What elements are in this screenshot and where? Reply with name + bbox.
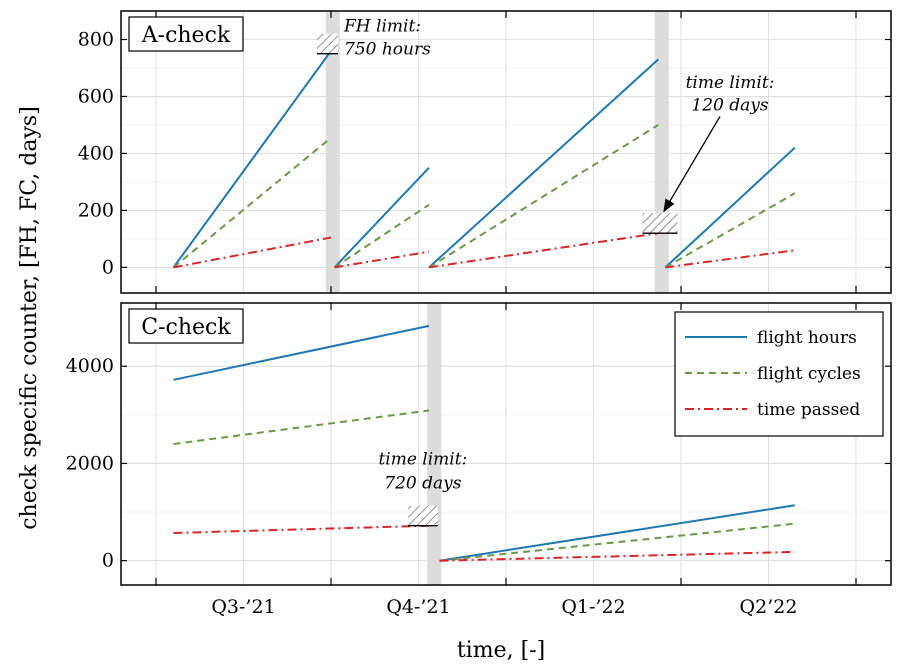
series-group	[173, 324, 795, 562]
x-tick-label: Q2’22	[740, 596, 798, 618]
x-tick-label: Q1-’22	[561, 596, 625, 618]
series-line-flight-hours	[664, 146, 796, 269]
y-tick-label: 0	[102, 550, 114, 572]
series-line-flight-cycles	[428, 124, 659, 269]
limit-hatch	[317, 33, 338, 54]
series-line-flight-cycles	[172, 137, 332, 269]
series-line-time-passed	[173, 524, 430, 534]
limit-hatch	[642, 213, 678, 234]
y-tick-label: 0	[102, 256, 114, 278]
series-group	[172, 50, 796, 269]
limit-annotation: 720 days	[384, 474, 461, 494]
panel-label-box	[128, 16, 244, 52]
y-axis-label: check specific counter, [FH, FC, days]	[17, 106, 42, 530]
y-tick-label: 800	[78, 28, 114, 50]
limit-annotation: time limit:	[686, 73, 775, 93]
series-line-time-passed	[173, 236, 332, 269]
series-line-flight-cycles	[173, 409, 430, 445]
legend-label: flight cycles	[757, 364, 861, 384]
y-tick-label: 200	[78, 199, 114, 221]
limit-hatch	[408, 505, 438, 526]
series-line-flight-hours	[173, 324, 430, 381]
series-line-time-passed	[439, 550, 795, 562]
series-line-time-passed	[334, 250, 430, 269]
limit-arrow	[663, 116, 721, 213]
a-check-panel: FH limit: 750 hours time limit: 120 days 0 20…	[78, 10, 892, 294]
limit-annotation: 120 days	[691, 96, 768, 116]
legend-label: flight hours	[757, 328, 857, 348]
series-line-flight-hours	[439, 504, 795, 562]
x-axis-label: time, [-]	[457, 638, 545, 663]
x-tick-label: Q3-’21	[211, 596, 275, 618]
series-line-flight-hours	[428, 58, 659, 269]
limit-annotation: time limit:	[378, 450, 467, 470]
maintenance-band	[654, 11, 669, 293]
panel-label: C-check	[141, 315, 231, 340]
series-line-flight-hours	[172, 50, 332, 268]
y-tick-label: 400	[78, 142, 114, 164]
limit-annotation: 750 hours	[344, 40, 431, 60]
maintenance-band	[325, 11, 340, 293]
panel-label: A-check	[141, 23, 231, 48]
legend-label: time passed	[757, 400, 860, 420]
series-line-flight-cycles	[439, 522, 795, 562]
limit-annotation: FH limit:	[343, 17, 421, 37]
y-tick-label: 600	[78, 85, 114, 107]
series-line-flight-cycles	[333, 203, 430, 269]
series-line-time-passed	[428, 232, 659, 269]
x-tick-label: Q4-’21	[386, 596, 450, 618]
panel-label-box	[128, 308, 244, 344]
maintenance-band	[427, 303, 442, 585]
y-tick-label: 4000	[66, 355, 114, 377]
series-line-time-passed	[665, 249, 795, 269]
y-tick-label: 2000	[66, 452, 114, 474]
series-line-flight-hours	[333, 167, 430, 269]
c-check-panel: time limit: 720 days 0 2000 4000 Q3-’21 Q4-’21…	[66, 302, 892, 618]
series-line-flight-cycles	[664, 192, 796, 269]
